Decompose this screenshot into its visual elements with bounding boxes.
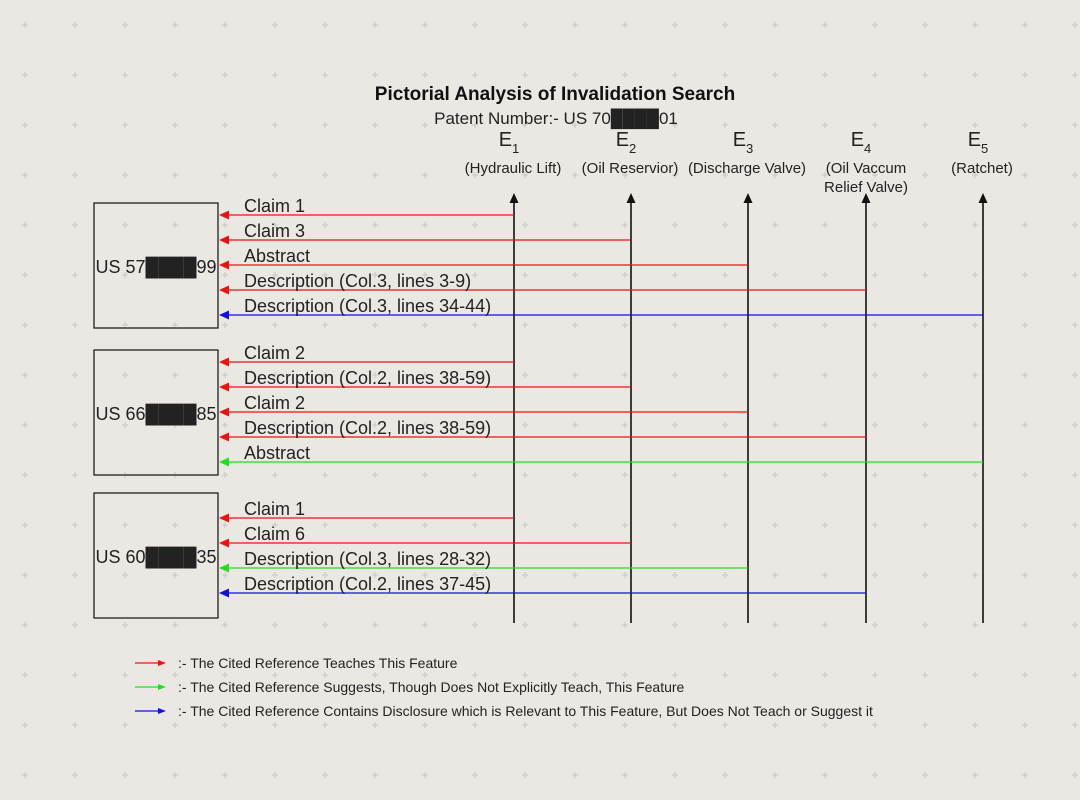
element-columns: E1(Hydraulic Lift)E2(Oil Reservior)E3(Di…: [465, 129, 1013, 623]
citation-label: Claim 3: [244, 221, 305, 241]
citation-teaches: Description (Col.2, lines 38-59): [219, 418, 866, 442]
element-index: 1: [512, 141, 519, 156]
reference-label: US 66████85: [95, 403, 216, 426]
citation-arrowhead: [219, 432, 229, 442]
legend: :- The Cited Reference Teaches This Feat…: [135, 655, 873, 719]
citation-arrowhead: [219, 210, 229, 220]
legend-item-relevant: :- The Cited Reference Contains Disclosu…: [135, 703, 873, 719]
citation-arrowhead: [219, 563, 229, 573]
element-label: E2: [616, 129, 637, 156]
citation-teaches: Claim 2: [219, 393, 748, 417]
element-index: 3: [746, 141, 753, 156]
legend-swatch-arrowhead: [158, 708, 166, 714]
element-label: E4: [851, 129, 872, 156]
citation-suggests: Abstract: [219, 443, 983, 467]
element-arrowhead: [743, 193, 753, 203]
element-arrowhead: [861, 193, 871, 203]
citation-teaches: Description (Col.3, lines 3-9): [219, 271, 866, 295]
citation-label: Description (Col.2, lines 38-59): [244, 368, 491, 388]
element-name-line: (Oil Vaccum: [826, 160, 907, 177]
legend-swatch-arrowhead: [158, 684, 166, 690]
citation-arrowhead: [219, 457, 229, 467]
citation-arrowhead: [219, 235, 229, 245]
citation-arrowhead: [219, 310, 229, 320]
reference-groups: US 57████99 Claim 1 Claim 3 Abstract Descrip…: [93, 196, 983, 619]
reference-group: US 60████35 Claim 1 Claim 6 Description (Co…: [93, 492, 866, 619]
element-arrowhead: [978, 193, 988, 203]
citation-teaches: Claim 1: [219, 196, 514, 220]
element-label: E5: [968, 129, 989, 156]
citation-teaches: Claim 1: [219, 499, 514, 523]
element-label: E3: [733, 129, 754, 156]
element-letter: E: [851, 129, 864, 151]
legend-text: :- The Cited Reference Teaches This Feat…: [178, 655, 458, 671]
citation-label: Description (Col.3, lines 28-32): [244, 549, 491, 569]
citation-arrowhead: [219, 588, 229, 598]
reference-group: US 57████99 Claim 1 Claim 3 Abstract Descrip…: [93, 196, 983, 329]
element-column-e1: E1 (Hydraulic Lift): [465, 129, 562, 623]
element-label: E1: [499, 129, 520, 156]
element-index: 5: [981, 141, 988, 156]
reference-box: [93, 349, 219, 476]
citation-label: Description (Col.2, lines 38-59): [244, 418, 491, 438]
legend-item-suggests: :- The Cited Reference Suggests, Though …: [135, 679, 685, 695]
element-arrowhead: [626, 193, 636, 203]
legend-swatch-arrowhead: [158, 660, 166, 666]
citation-label: Abstract: [244, 246, 310, 266]
element-letter: E: [733, 129, 746, 151]
element-column-e3: E3 (Discharge Valve): [688, 129, 806, 623]
element-index: 4: [864, 141, 871, 156]
reference-label: US 60████35: [95, 546, 216, 569]
element-name-line: (Ratchet): [951, 160, 1013, 177]
citation-teaches: Abstract: [219, 246, 748, 270]
citation-teaches: Claim 3: [219, 221, 631, 245]
citation-relevant: Description (Col.3, lines 34-44): [219, 296, 983, 320]
citation-label: Claim 2: [244, 343, 305, 363]
citation-label: Description (Col.3, lines 34-44): [244, 296, 491, 316]
citation-label: Claim 1: [244, 196, 305, 216]
legend-item-teaches: :- The Cited Reference Teaches This Feat…: [135, 655, 458, 671]
reference-box: [93, 492, 219, 619]
reference-box: [93, 202, 219, 329]
citation-label: Description (Col.2, lines 37-45): [244, 574, 491, 594]
legend-text: :- The Cited Reference Contains Disclosu…: [178, 703, 873, 719]
citation-teaches: Claim 2: [219, 343, 514, 367]
citation-teaches: Claim 6: [219, 524, 631, 548]
element-name-line: (Oil Reservior): [582, 160, 679, 177]
citation-arrowhead: [219, 513, 229, 523]
element-letter: E: [968, 129, 981, 151]
diagram-title: Pictorial Analysis of Invalidation Searc…: [375, 84, 735, 105]
legend-text: :- The Cited Reference Suggests, Though …: [178, 679, 685, 695]
element-letter: E: [499, 129, 512, 151]
reference-label: US 57████99: [95, 256, 216, 279]
element-name-line: (Discharge Valve): [688, 160, 806, 177]
citation-arrowhead: [219, 357, 229, 367]
citation-arrowhead: [219, 285, 229, 295]
citation-arrowhead: [219, 260, 229, 270]
element-name-line: (Hydraulic Lift): [465, 160, 562, 177]
citation-label: Description (Col.3, lines 3-9): [244, 271, 471, 291]
citation-arrowhead: [219, 382, 229, 392]
element-column-e4: E4 (Oil Vaccum Relief Valve): [824, 129, 908, 623]
element-arrowhead: [509, 193, 519, 203]
element-letter: E: [616, 129, 629, 151]
citation-label: Claim 6: [244, 524, 305, 544]
citation-arrowhead: [219, 407, 229, 417]
element-name-line: Relief Valve): [824, 179, 908, 196]
reference-group: US 66████85 Claim 2 Description (Col.2, li…: [93, 343, 983, 476]
citation-label: Claim 2: [244, 393, 305, 413]
citation-label: Claim 1: [244, 499, 305, 519]
citation-teaches: Description (Col.2, lines 38-59): [219, 368, 631, 392]
patent-number: Patent Number:- US 70████01: [434, 108, 678, 130]
citation-arrowhead: [219, 538, 229, 548]
element-index: 2: [629, 141, 636, 156]
citation-suggests: Description (Col.3, lines 28-32): [219, 549, 748, 573]
citation-label: Abstract: [244, 443, 310, 463]
element-column-e5: E5 (Ratchet): [951, 129, 1013, 623]
citation-relevant: Description (Col.2, lines 37-45): [219, 574, 866, 598]
